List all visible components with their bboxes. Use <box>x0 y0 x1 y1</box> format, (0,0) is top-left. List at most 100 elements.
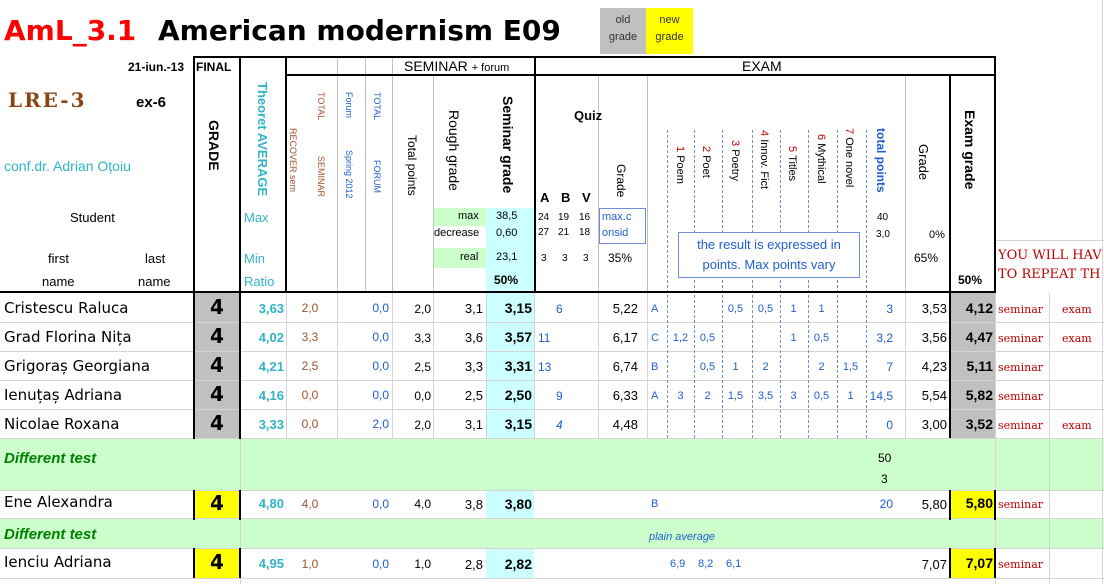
course-code: AmL_3.1 <box>4 14 137 47</box>
quiz-score: 13 <box>538 360 552 374</box>
exam-item-points: 0,5 <box>813 332 830 344</box>
test-version: A <box>651 303 659 315</box>
repeat-seminar: seminar <box>998 390 1044 403</box>
seminar-grade: 3,15 <box>504 300 532 316</box>
note-box: the result is expressed in points. Max po… <box>678 232 860 278</box>
total-points: 2,0 <box>414 418 431 432</box>
total-forum-header: TOTAL <box>372 92 382 121</box>
theoret-average-header: Theoret AVERAGE <box>255 82 270 197</box>
total-forum: 0,0 <box>372 301 389 315</box>
student-name: Grad Florina Nița <box>4 328 132 346</box>
exam-item-points: 1 <box>790 332 797 344</box>
student-label: Student <box>70 210 115 225</box>
exam-grade: 5,82 <box>965 387 993 403</box>
quiz-header: Quiz <box>574 108 603 123</box>
exam-item-points: 1 <box>818 303 825 315</box>
exam-total-points: 0 <box>886 418 893 432</box>
total-seminar: 2,5 <box>301 359 319 373</box>
quiz-grade: 6,33 <box>612 388 638 403</box>
exam-grade: 3,52 <box>965 416 993 432</box>
exam-item-points: 2 <box>704 390 711 402</box>
exam-col-3: 3 Poetry <box>729 140 741 181</box>
abv-b: B <box>561 190 571 205</box>
exam-grade: 4,12 <box>965 300 993 316</box>
repeat-exam: exam <box>1062 303 1092 316</box>
exam-grade-header: Exam grade <box>962 110 978 190</box>
exam-col-7: 7 One novel <box>843 128 855 188</box>
page-title: American modernism E09 <box>158 14 561 47</box>
exam-item-points: 1 <box>732 361 739 373</box>
real-label-fill <box>433 248 486 268</box>
theoret-average: 3,63 <box>258 301 284 316</box>
repeat-seminar: seminar <box>998 419 1044 432</box>
seminar-grade: 3,31 <box>504 358 532 374</box>
exam-grade: 5,11 <box>966 358 993 374</box>
seminar-grade: 3,57 <box>504 329 532 345</box>
seminar-grade-header: Seminar grade <box>500 96 516 194</box>
quiz-score: 6 <box>556 302 563 316</box>
rough-grade-header: Rough grade <box>446 110 462 191</box>
total-forum: 0,0 <box>372 330 389 344</box>
plain-average-note: plain average <box>649 531 716 543</box>
max-row-value: 38,5 <box>496 210 518 222</box>
exam-col-2: 2 Poet <box>700 146 712 178</box>
exam-item-points: 0,5 <box>813 390 830 402</box>
exam-item-points: 2 <box>762 361 769 373</box>
repeat-seminar: seminar <box>998 361 1044 374</box>
quiz-score: 4 <box>556 418 563 432</box>
name-label-last: name <box>138 274 171 289</box>
new-grade-label: new grade <box>655 14 684 43</box>
last-label: last <box>145 251 166 266</box>
theoret-average: 4,02 <box>258 330 284 345</box>
rough-grade: 3,1 <box>464 301 483 316</box>
exam-item-points: 1 <box>790 303 797 315</box>
exam-item-points: 0,5 <box>757 303 774 315</box>
theoret-average: 3,33 <box>258 417 284 432</box>
exam-total-points: 3,2 <box>876 331 893 345</box>
grade-header: GRADE <box>206 120 222 171</box>
student-name: Ienuțaș Adriana <box>4 386 123 404</box>
final-grade: 4 <box>210 411 224 435</box>
final-label: FINAL <box>196 60 232 74</box>
total-seminar: 3,3 <box>301 330 319 344</box>
exam-item-points: 0,5 <box>699 361 716 373</box>
exam-item-points: 1 <box>847 390 854 402</box>
total-points-exam-header: total points <box>874 128 888 193</box>
max-row-label: max <box>458 210 479 222</box>
exam-col-6: 6 Mythical <box>815 134 827 184</box>
exam-total-points: 14,5 <box>869 389 893 403</box>
new-grade-fill <box>646 8 693 54</box>
quiz-grade: 5,22 <box>612 301 638 316</box>
min-label: Min <box>244 251 265 266</box>
final-grade: 4 <box>210 324 224 348</box>
exam-item-points: 3 <box>677 390 684 402</box>
name-label-first: name <box>42 274 75 289</box>
exam-pct: 50% <box>958 273 983 287</box>
exam-header: EXAM <box>742 58 782 74</box>
exam-grade-raw: 4,23 <box>921 359 947 374</box>
rough-grade: 3,1 <box>464 417 483 432</box>
total-seminar-header: TOTAL <box>316 92 326 121</box>
seminar-header: SEMINAR + forum <box>404 58 510 74</box>
seminar-grade: 3,15 <box>504 416 532 432</box>
abv-v: V <box>582 190 591 205</box>
exam-grade-raw: 3,53 <box>921 301 947 316</box>
repeat-seminar: seminar <box>998 332 1044 345</box>
student-name: Ene Alexandra <box>4 493 113 511</box>
quiz-grade-header: Grade <box>614 164 628 198</box>
total-points: 2,5 <box>414 360 431 374</box>
exam-grade-col-header: Grade <box>916 144 931 181</box>
test-version: A <box>651 390 659 402</box>
different-test-label-1: Different test <box>4 450 97 467</box>
quiz-pct: 35% <box>608 251 633 265</box>
lre-label: LRE-3 <box>8 88 87 112</box>
student-name: Cristescu Raluca <box>4 299 129 317</box>
repeat-exam: exam <box>1062 332 1092 345</box>
total-points: 2,0 <box>414 302 431 316</box>
total-seminar: 0,0 <box>301 388 319 402</box>
seminar-pct: 50% <box>494 273 519 287</box>
exam-grade-raw: 3,00 <box>921 417 947 432</box>
quiz-grade: 6,17 <box>612 330 638 345</box>
exam-item-points: 0,5 <box>699 332 716 344</box>
exam-item-points: 2 <box>818 361 825 373</box>
